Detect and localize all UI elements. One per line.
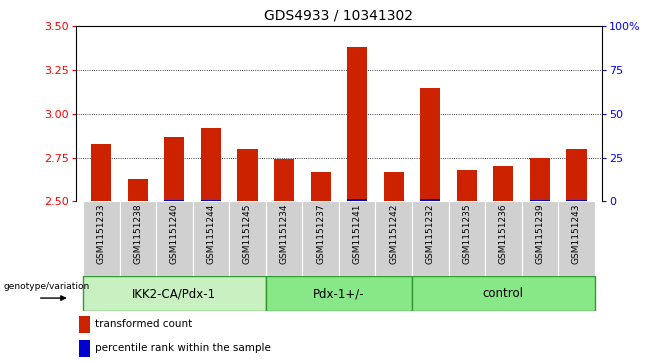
Bar xyxy=(339,201,376,276)
Text: percentile rank within the sample: percentile rank within the sample xyxy=(95,343,270,353)
Bar xyxy=(567,149,586,201)
Bar xyxy=(83,201,120,276)
Text: GSM1151238: GSM1151238 xyxy=(134,204,142,264)
Text: GSM1151240: GSM1151240 xyxy=(170,204,179,264)
Text: GSM1151239: GSM1151239 xyxy=(536,204,544,264)
Bar xyxy=(229,201,266,276)
Text: GSM1151243: GSM1151243 xyxy=(572,204,581,264)
Bar xyxy=(156,201,193,276)
Bar xyxy=(558,201,595,276)
Bar xyxy=(238,149,257,201)
Bar xyxy=(485,201,522,276)
Bar xyxy=(457,170,477,201)
Bar xyxy=(274,159,294,201)
Bar xyxy=(311,172,331,201)
Bar xyxy=(266,201,302,276)
Bar xyxy=(522,201,558,276)
Bar xyxy=(128,179,148,201)
Bar xyxy=(302,201,339,276)
Bar xyxy=(120,201,156,276)
Bar xyxy=(201,128,221,201)
Text: GSM1151245: GSM1151245 xyxy=(243,204,252,264)
Bar xyxy=(83,276,266,311)
Bar xyxy=(530,158,550,201)
Bar xyxy=(164,136,184,201)
Bar xyxy=(567,200,586,201)
Text: Pdx-1+/-: Pdx-1+/- xyxy=(313,287,365,300)
Bar xyxy=(79,316,90,333)
Bar xyxy=(449,201,485,276)
Bar xyxy=(420,87,440,201)
Text: IKK2-CA/Pdx-1: IKK2-CA/Pdx-1 xyxy=(132,287,216,300)
Text: GSM1151235: GSM1151235 xyxy=(463,204,471,264)
Bar xyxy=(412,201,449,276)
Bar xyxy=(347,47,367,201)
Text: GSM1151237: GSM1151237 xyxy=(316,204,325,264)
Text: GSM1151233: GSM1151233 xyxy=(97,204,106,264)
Text: GSM1151244: GSM1151244 xyxy=(207,204,215,264)
Bar xyxy=(164,200,184,201)
Title: GDS4933 / 10341302: GDS4933 / 10341302 xyxy=(265,8,413,23)
Bar xyxy=(530,200,550,201)
Bar xyxy=(79,340,90,357)
Bar xyxy=(193,201,229,276)
Text: GSM1151241: GSM1151241 xyxy=(353,204,362,264)
Bar xyxy=(201,200,221,201)
Text: GSM1151242: GSM1151242 xyxy=(389,204,398,264)
Bar xyxy=(266,276,412,311)
Text: GSM1151232: GSM1151232 xyxy=(426,204,435,264)
Text: genotype/variation: genotype/variation xyxy=(3,282,89,291)
Bar xyxy=(494,166,513,201)
Bar xyxy=(420,199,440,201)
Bar xyxy=(412,276,595,311)
Bar xyxy=(347,199,367,201)
Text: GSM1151234: GSM1151234 xyxy=(280,204,289,264)
Text: control: control xyxy=(483,287,524,300)
Text: GSM1151236: GSM1151236 xyxy=(499,204,508,264)
Bar xyxy=(384,172,404,201)
Bar xyxy=(376,201,412,276)
Text: transformed count: transformed count xyxy=(95,319,192,329)
Bar xyxy=(91,144,111,201)
